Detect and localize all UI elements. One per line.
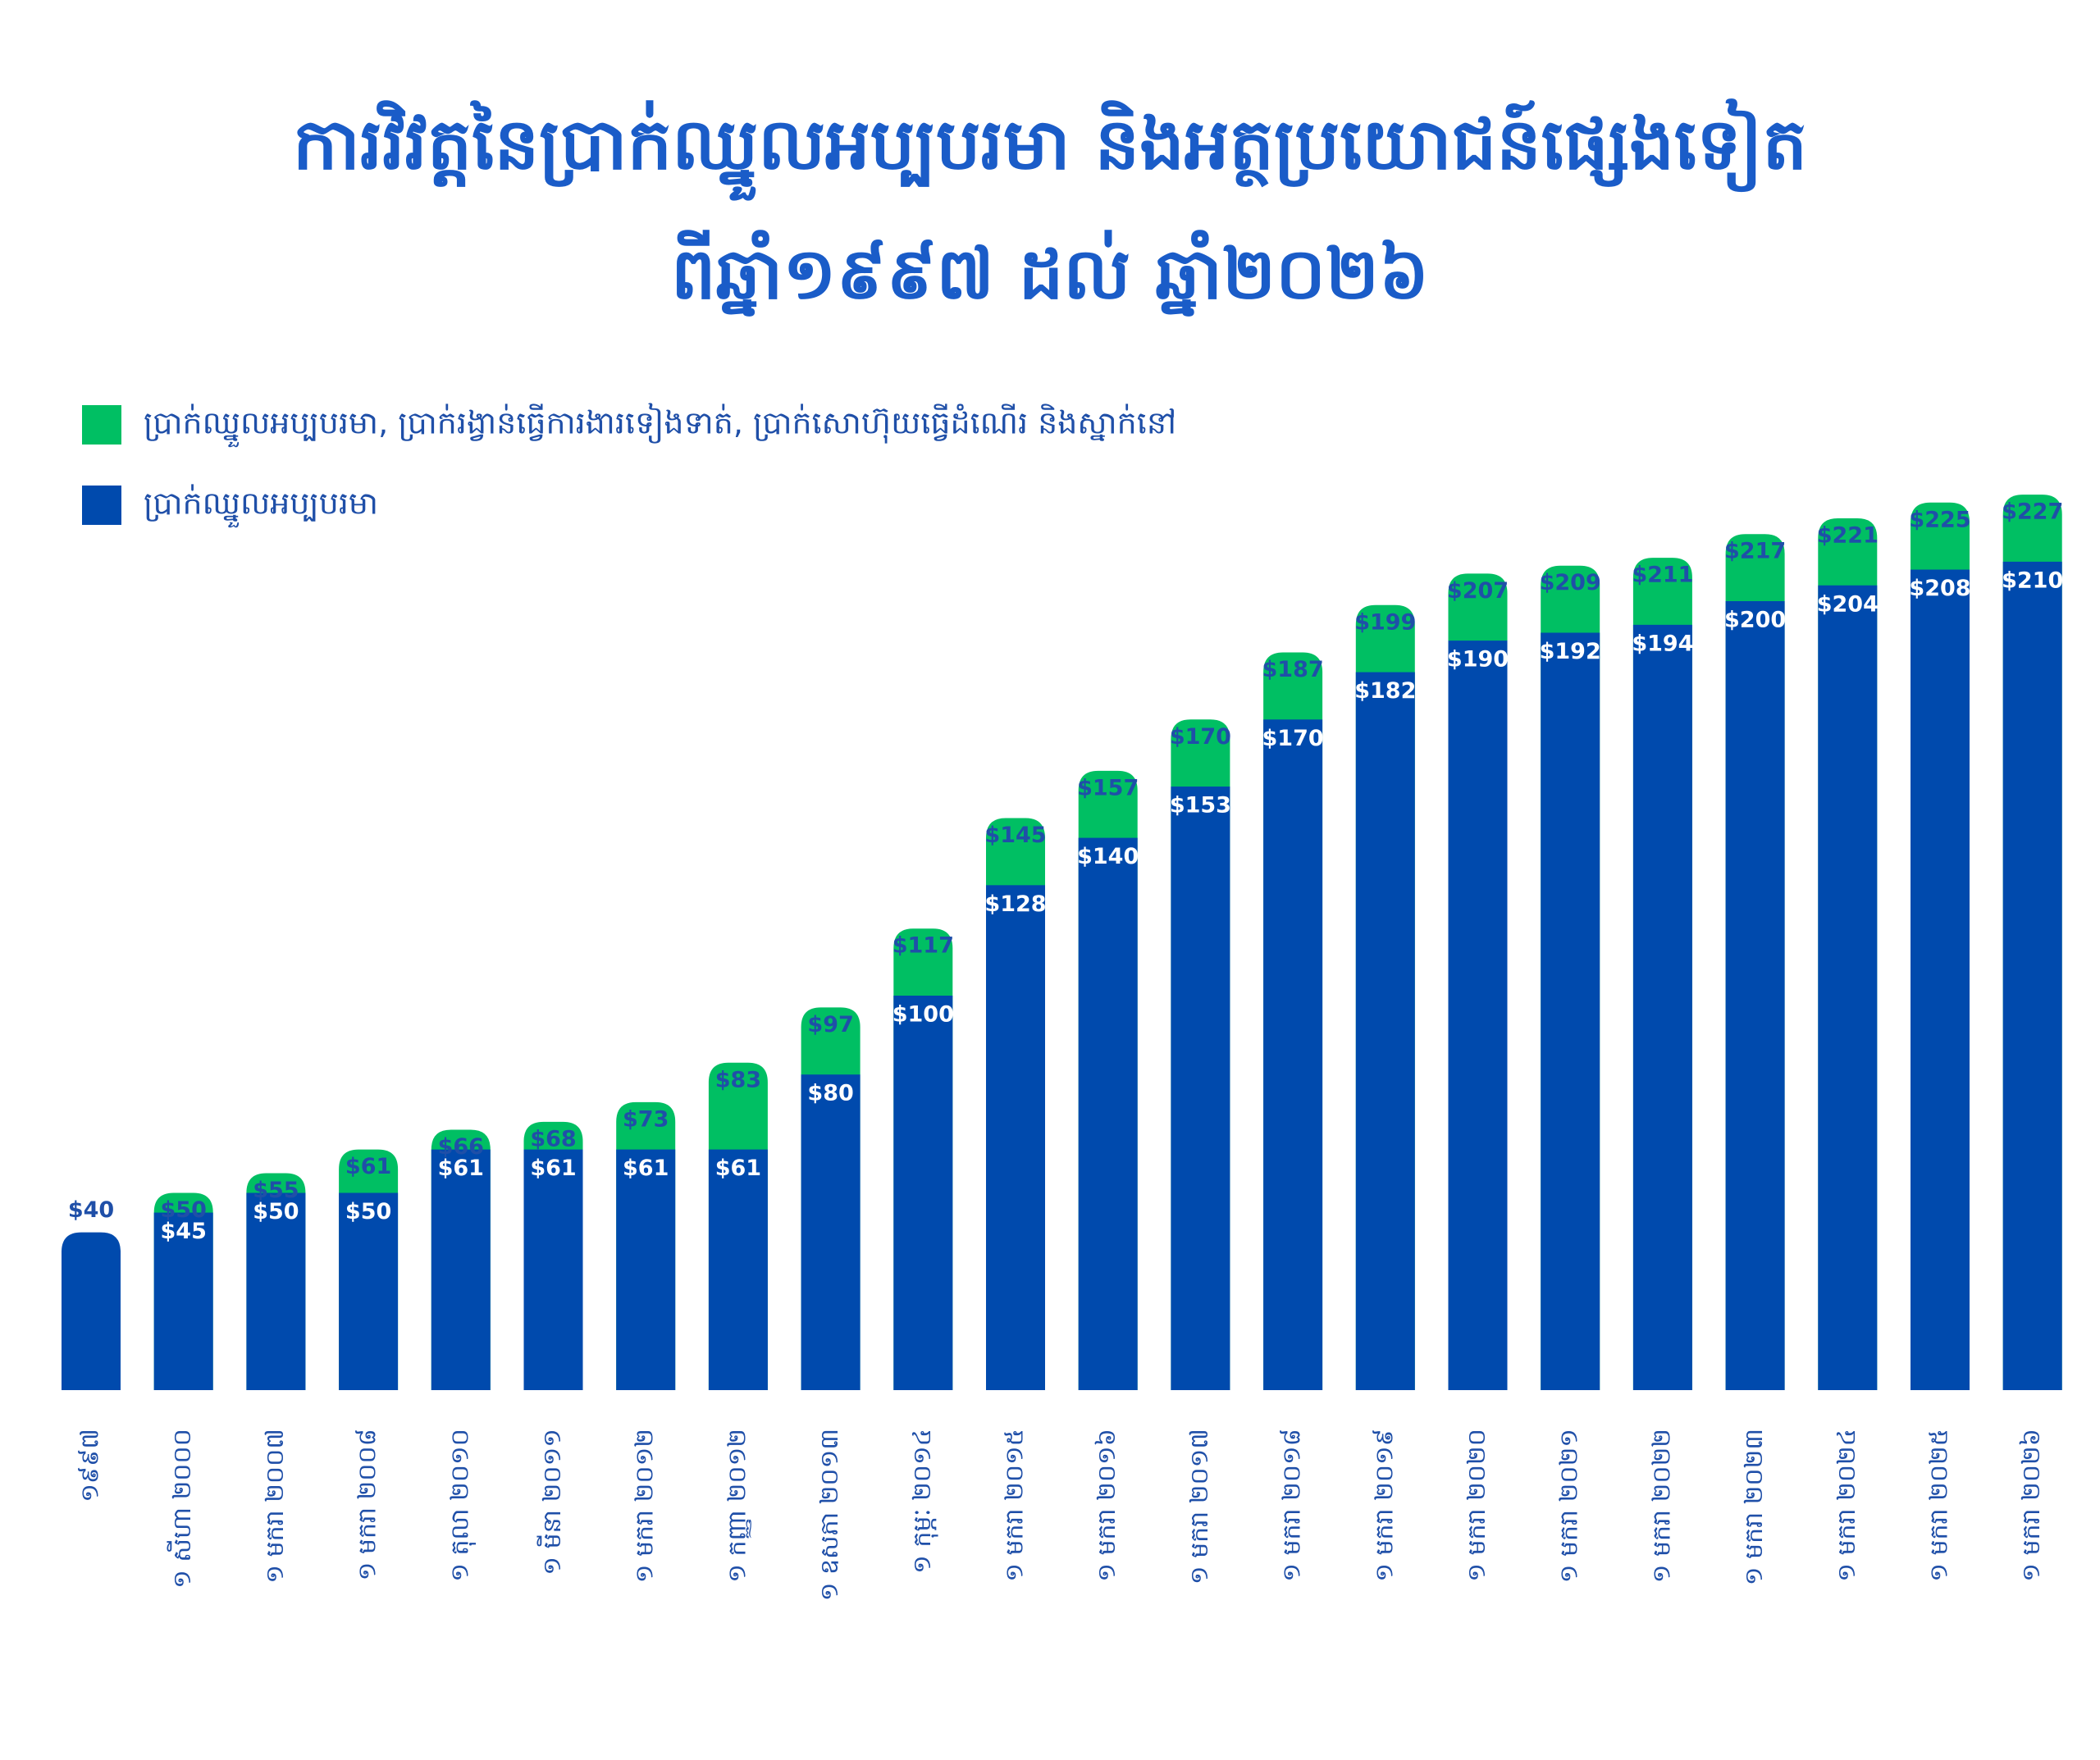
value-label: $80 xyxy=(807,1081,853,1106)
value-label: $61 xyxy=(715,1156,761,1181)
x-tick-label: ១ មករា ២០២៥ xyxy=(1925,1429,1954,1582)
chart-title: ការវិវត្តនៃប្រាក់ឈ្នួលអប្បបរមា និងអត្ថប្… xyxy=(293,98,1807,201)
value-label: $170 xyxy=(1262,726,1324,751)
x-tick-label: ១ មករា ២០១៦ xyxy=(1093,1429,1121,1582)
value-label: $117 xyxy=(892,933,954,959)
value-label: $190 xyxy=(1447,647,1509,673)
value-label: $192 xyxy=(1540,639,1601,664)
value-label: $73 xyxy=(623,1106,669,1132)
bar-base xyxy=(893,996,953,1390)
legend-label: ប្រាក់ឈ្នួលអប្បបរមា xyxy=(144,484,378,528)
value-label: $140 xyxy=(1077,844,1139,869)
bar-base xyxy=(1078,837,1138,1390)
value-label: $61 xyxy=(438,1156,484,1181)
x-tick-label: ១ ឧសភា ២០១៣ xyxy=(815,1429,844,1601)
legend-swatch xyxy=(82,486,121,525)
bar-base xyxy=(1355,672,1415,1390)
value-label: $153 xyxy=(1170,793,1231,818)
value-label: $66 xyxy=(438,1134,484,1160)
bar-base xyxy=(1448,641,1508,1390)
bar-base xyxy=(1818,585,1878,1390)
bar-base xyxy=(339,1192,399,1390)
bar-base xyxy=(1725,601,1785,1390)
bar-base xyxy=(246,1192,306,1390)
x-tick-label: ១ មករា ២០១៥ xyxy=(1001,1429,1029,1582)
x-tick-label: ១ មករា ២០០៧ xyxy=(261,1429,290,1584)
bar-base xyxy=(1541,632,1600,1390)
value-label: $40 xyxy=(68,1197,114,1223)
value-label: $225 xyxy=(1909,507,1970,532)
x-tick-label: ១ តុលា ២០១០ xyxy=(445,1429,476,1582)
bar-base xyxy=(153,1212,213,1390)
value-label: $182 xyxy=(1354,678,1416,704)
value-label: $100 xyxy=(892,1002,954,1028)
bar-base xyxy=(801,1074,861,1390)
x-tick-label: ១ សីហា ២០០០ xyxy=(167,1429,197,1589)
value-label: $209 xyxy=(1540,570,1601,595)
value-label: $194 xyxy=(1632,631,1693,656)
value-label: $128 xyxy=(984,891,1046,917)
value-label: $97 xyxy=(807,1012,853,1037)
value-label: $211 xyxy=(1632,563,1693,588)
value-label: $61 xyxy=(530,1156,576,1181)
x-tick-label: ១ មករា ២០០៨ xyxy=(354,1429,382,1580)
legend-label: ប្រាក់ឈ្នួលអប្បបរមា, ប្រាក់រង្វាន់ធ្វើកា… xyxy=(144,403,1176,448)
x-tick-label: ១ មីនា ២០១១ xyxy=(536,1429,567,1575)
value-label: $208 xyxy=(1909,576,1970,601)
value-label: $145 xyxy=(984,823,1046,848)
x-tick-label: ១ មករា ២០២០ xyxy=(1463,1429,1491,1582)
value-label: $55 xyxy=(253,1178,299,1203)
value-label: $207 xyxy=(1447,578,1509,604)
value-label: $68 xyxy=(530,1126,576,1151)
x-tick-label: ១ មករា ២០២៤ xyxy=(1833,1429,1861,1582)
x-tick-label: ១ មករា ២០១២ xyxy=(631,1429,660,1583)
value-label: $61 xyxy=(345,1154,391,1179)
value-label: $217 xyxy=(1724,539,1786,564)
value-label: $157 xyxy=(1077,775,1139,800)
bar-base xyxy=(62,1232,121,1390)
value-label: $50 xyxy=(345,1199,391,1224)
value-label: $61 xyxy=(623,1156,669,1181)
value-label: $187 xyxy=(1262,657,1324,682)
x-tick-label: ១ មករា ២០២២ xyxy=(1647,1429,1676,1583)
x-tick-label: ១ កញ្ញា ២០១២ xyxy=(723,1429,751,1583)
bar-base xyxy=(2002,561,2062,1390)
bar-base xyxy=(1632,624,1692,1390)
bar-base xyxy=(616,1149,676,1390)
legend-swatch xyxy=(82,405,121,445)
x-tick-label: ១ មករា ២០២៣ xyxy=(1740,1429,1769,1585)
x-tick-label: ១ មករា ២០២៦ xyxy=(2017,1429,2046,1582)
value-label: $200 xyxy=(1724,608,1786,633)
bar-base xyxy=(431,1149,491,1390)
chart-title: ពីឆ្នាំ១៩៩៧ ដល់ ឆ្នាំ២០២៦ xyxy=(671,229,1429,317)
value-label: $221 xyxy=(1817,522,1879,548)
x-tick-label: ១៩៩៧ xyxy=(76,1429,105,1502)
value-label: $199 xyxy=(1354,609,1416,635)
bar-base xyxy=(1171,787,1230,1390)
x-tick-label: ១ មករា ២០២១ xyxy=(1555,1429,1584,1583)
bar-base xyxy=(1911,569,1970,1390)
value-label: $50 xyxy=(253,1199,299,1224)
x-tick-label: ១ មករា ២០១៨ xyxy=(1278,1429,1307,1582)
value-label: $210 xyxy=(2002,568,2063,593)
value-label: $45 xyxy=(161,1219,207,1244)
value-label: $204 xyxy=(1817,591,1879,617)
bar-base xyxy=(986,885,1045,1390)
x-tick-label: ១ មករា ២០១៩ xyxy=(1370,1429,1399,1582)
value-label: $170 xyxy=(1170,724,1231,750)
value-label: $50 xyxy=(161,1197,207,1223)
bar-base xyxy=(708,1149,768,1390)
x-tick-label: ១ កុម្ភៈ ២០១៤ xyxy=(908,1429,938,1574)
value-label: $83 xyxy=(715,1067,761,1092)
value-label: $227 xyxy=(2002,499,2063,525)
x-tick-label: ១ មករា ២០១៧ xyxy=(1185,1429,1214,1584)
bar-base xyxy=(1263,719,1323,1390)
bar-base xyxy=(523,1149,583,1390)
